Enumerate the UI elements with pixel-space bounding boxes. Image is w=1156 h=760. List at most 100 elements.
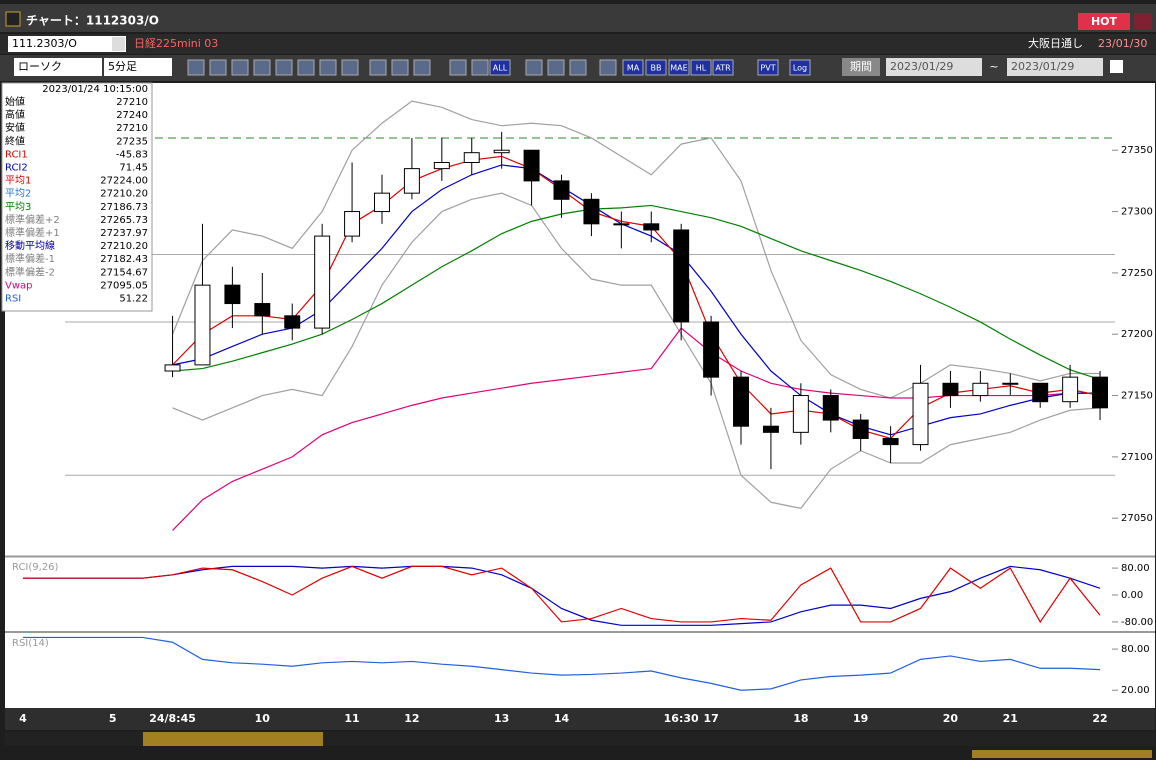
candle-body [762,425,779,433]
tool-icon [231,59,249,76]
tool-button[interactable] [757,59,779,76]
candle-body [972,382,989,397]
candle-body [882,437,899,446]
info-value: 27186.73 [100,202,148,213]
tool-icon [369,59,387,76]
interval-select[interactable] [104,58,172,76]
x-tick-label: 12 [404,712,419,725]
x-tick-label: 11 [344,712,359,725]
y-tick-label: 27250 [1121,268,1153,279]
candle-body [224,284,241,305]
to-date-box[interactable] [1007,58,1103,76]
panel-label: RSI(14) [12,638,49,649]
candle-body [852,419,869,439]
tool-button-label: MAE [670,64,687,73]
tool-icon [275,59,293,76]
info-value: 27265.73 [100,215,148,226]
scroll-thumb[interactable] [143,732,323,746]
info-label: 終値 [5,134,25,147]
x-axis-strip [5,708,1155,730]
candle-body [523,149,540,182]
series-line [22,565,1101,624]
x-tick-label: 18 [793,712,808,725]
candle-body [822,395,839,421]
info-label: RSI [5,294,21,305]
tool-icon [471,59,489,76]
tool-button[interactable] [789,59,811,76]
tool-button-label: Log [793,64,807,73]
tool-button[interactable] [690,59,712,76]
window-title: チャート：1112303/O [26,14,159,28]
tool-button-label: HL [696,64,707,73]
chart-type-select[interactable] [14,58,102,76]
info-value: 27224.00 [100,176,148,187]
market-date: 23/01/30 [1098,37,1147,50]
tool-icon [547,59,565,76]
info-label: 平均3 [5,201,31,213]
tool-icon [319,59,337,76]
info-value: 27210 [116,123,148,134]
candle-body [942,382,959,397]
info-label: RCI2 [5,163,28,174]
close-button[interactable] [1134,13,1152,30]
scroll-range [972,750,1152,758]
tool-button-label: PVT [760,64,775,73]
y-tick-label: -80.00 [1121,617,1153,628]
info-value: 27154.67 [100,267,148,278]
x-tick-label: 22 [1092,712,1107,725]
chart-type: ローソク [18,60,62,73]
tool-button[interactable] [712,59,734,76]
info-panel: 2023/01/24 10:15:00 始値 27210 高値 27240 安値 27210… [1,82,153,312]
candle-body [194,284,211,366]
tool-button[interactable] [622,59,644,76]
period-button[interactable] [842,58,880,76]
from-date-box[interactable] [886,58,982,76]
tool-button[interactable] [668,59,690,76]
x-tick-label: 19 [853,712,868,725]
tool-button[interactable] [645,59,667,76]
info-value: 27235 [116,136,148,147]
symbol-input[interactable] [8,36,126,52]
tool-icon [525,59,543,76]
info-label: 平均1 [5,175,31,187]
x-tick-label: 17 [703,712,718,725]
app-icon [5,11,21,27]
y-tick-label: 27100 [1121,452,1153,463]
y-tick-label: 80.00 [1121,563,1150,574]
tool-icon [253,59,271,76]
info-value: 71.45 [119,163,148,174]
panel-label: RCI(9,26) [12,562,59,573]
symbol-bar [0,34,1156,54]
checkbox[interactable] [1110,60,1123,73]
y-tick-label: 27350 [1121,145,1153,156]
y-tick-label: 27200 [1121,329,1153,340]
candle-body [703,321,720,378]
candle-body [314,235,331,329]
candle-body [344,211,361,237]
info-datetime: 2023/01/24 10:15:00 [42,84,148,95]
y-tick-label: 27050 [1121,513,1153,524]
candle-body [1092,376,1109,409]
candle-body [1032,382,1049,403]
series-line [22,565,1101,626]
to-date: 2023/01/29 [1011,60,1074,73]
info-box [1,82,153,312]
hot-label: HOT [1091,15,1118,28]
candle-body [673,229,690,323]
y-tick-label: 27150 [1121,391,1153,402]
tool-icon [209,59,227,76]
info-label: 安値 [5,121,25,134]
x-tick-label: 14 [554,712,570,725]
series-line [172,192,1101,510]
hot-button[interactable] [1078,13,1130,30]
info-label: 標準偏差+1 [5,226,60,239]
series-line [22,636,1101,691]
tool-button-label: MA [627,64,640,73]
tool-button[interactable] [489,59,511,76]
symbol-dropdown[interactable] [112,37,125,51]
info-label: 標準偏差+2 [5,213,60,226]
tool-icon [449,59,467,76]
info-label: 標準偏差-2 [5,265,55,278]
info-label: 始値 [5,95,25,108]
